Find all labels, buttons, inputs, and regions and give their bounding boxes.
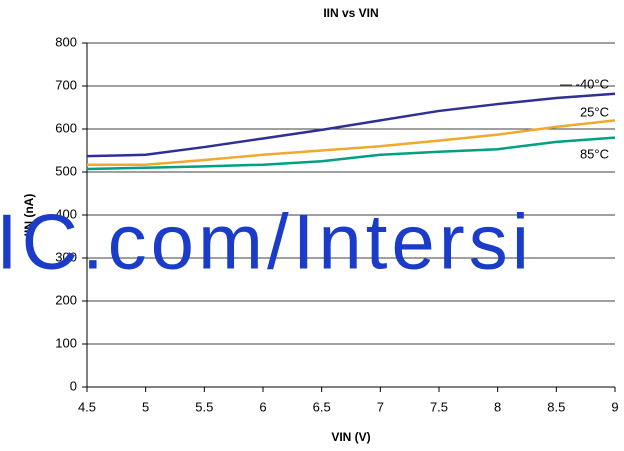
y-tick-label: 0 (70, 378, 77, 393)
y-tick-label: 800 (55, 34, 77, 49)
y-tick-label: 400 (55, 206, 77, 221)
x-tick-label: 5 (142, 399, 149, 414)
x-tick-label: 6 (259, 399, 266, 414)
y-tick-label: 700 (55, 77, 77, 92)
x-tick-label: 6.5 (313, 399, 331, 414)
x-tick-label: 5.5 (195, 399, 213, 414)
series-label: 25°C (580, 104, 609, 119)
x-tick-label: 8.5 (547, 399, 565, 414)
chart-title: IIN vs VIN (323, 6, 378, 20)
x-tick-label: 8 (494, 399, 501, 414)
series-label: 85°C (580, 146, 609, 161)
x-tick-label: 9 (611, 399, 618, 414)
x-tick-label: 7 (377, 399, 384, 414)
line-series (87, 119, 616, 166)
y-axis-label: IIN (nA) (22, 194, 36, 237)
y-tick-label: 100 (55, 335, 77, 350)
y-tick-label: 500 (55, 163, 77, 178)
x-axis-label: VIN (V) (331, 430, 370, 444)
y-tick-label: 300 (55, 249, 77, 264)
x-tick-label: 4.5 (78, 399, 96, 414)
series-label: -40°C (576, 76, 609, 91)
watermark: IC.com/Intersi (0, 198, 533, 286)
y-tick-label: 200 (55, 292, 77, 307)
line-series (86, 92, 616, 158)
y-tick-label: 600 (55, 120, 77, 135)
x-tick-label: 7.5 (430, 399, 448, 414)
line-series (86, 136, 616, 171)
